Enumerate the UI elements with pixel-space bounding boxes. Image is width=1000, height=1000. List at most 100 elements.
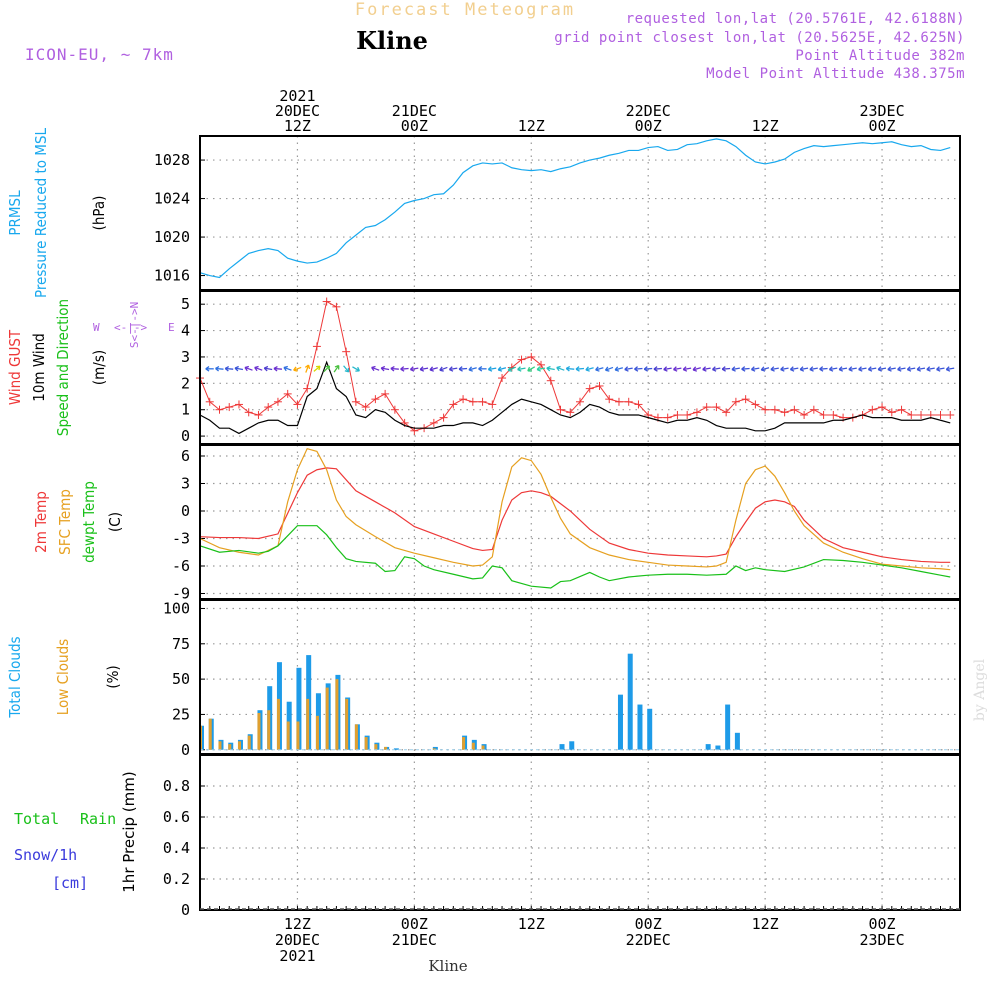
arrow-head <box>907 368 912 372</box>
low-cloud-bar <box>354 724 358 750</box>
arrow-head <box>449 368 454 372</box>
total-cloud-bar <box>296 667 302 750</box>
arrow-shaft <box>683 367 692 371</box>
compass-vertical: S<-|->N <box>128 302 141 348</box>
arrow-shaft <box>546 367 555 371</box>
gridpoint-location: grid point closest lon,lat (20.5625E, 42… <box>554 30 965 46</box>
wind-gust-marker <box>361 403 370 412</box>
wind-direction-arrow <box>712 366 721 372</box>
y-tick-label: -6 <box>172 557 190 575</box>
arrow-head <box>283 367 287 372</box>
arrow-shaft <box>371 366 380 371</box>
bottom-time-label: 23DEC <box>859 931 904 949</box>
arrow-head <box>439 369 444 372</box>
arrow-shaft <box>907 367 916 371</box>
bottom-time-label: 2021 <box>279 947 315 965</box>
y-tick-label: 100 <box>163 599 190 617</box>
wind-direction-arrow <box>400 366 409 372</box>
watermark: by Angel <box>972 658 988 721</box>
arrow-head <box>877 368 883 372</box>
arrow-shaft <box>800 367 809 371</box>
wind-direction-arrow <box>565 365 575 372</box>
wind-gust-marker <box>634 400 643 409</box>
wind-direction-arrow <box>828 366 838 372</box>
bottom-time-label: 12Z <box>284 915 311 933</box>
arrow-shaft <box>916 367 926 371</box>
arrow-shaft <box>741 367 750 370</box>
arrow-shaft <box>352 366 360 372</box>
wind-gust-marker <box>439 413 448 422</box>
wind-direction-arrow <box>380 365 390 372</box>
compass-legend: W E <-|->S<-|->N <box>93 302 175 348</box>
arrow-shaft <box>790 367 799 371</box>
series-line-sfc-temp <box>199 447 951 571</box>
arrow-shaft <box>761 367 770 371</box>
y-tick-label: 0 <box>181 427 190 445</box>
wind-direction-arrow <box>536 366 546 372</box>
wind-direction-arrow <box>419 366 429 372</box>
low-cloud-bar <box>325 687 329 750</box>
total-cloud-bar <box>559 744 565 750</box>
wind-direction-arrow <box>371 365 380 372</box>
arrow-shaft <box>420 367 429 371</box>
wind-gust-marker <box>303 384 312 393</box>
arrow-shaft <box>731 367 740 371</box>
wind-direction-arrow <box>478 366 487 372</box>
precip-ylabel: 1hr Precip (mm) <box>120 771 138 892</box>
arrow-head <box>244 367 248 372</box>
arrow-head <box>829 368 834 372</box>
wind-direction-arrow <box>263 365 273 372</box>
arrow-shaft <box>829 367 838 371</box>
arrow-shaft <box>946 367 955 371</box>
panel-frame <box>199 135 961 291</box>
arrow-head <box>858 368 863 372</box>
wind-direction-arrow <box>254 365 263 372</box>
bottom-time-label: 20DEC <box>275 931 320 949</box>
wind-direction-arrow <box>343 365 350 373</box>
total-cloud-bar <box>569 741 575 750</box>
total-cloud-bar <box>627 653 633 750</box>
wind-direction-arrow <box>468 366 477 372</box>
wind-gust-marker <box>702 403 711 412</box>
low-cloud-bar <box>345 698 349 750</box>
arrow-head <box>799 368 805 372</box>
wind-gust-marker <box>576 397 584 406</box>
arrow-head <box>400 368 405 372</box>
arrow-shaft <box>897 367 906 371</box>
wind-gust-marker <box>546 376 555 385</box>
wind-gust-marker <box>663 413 672 422</box>
wind-direction-arrow <box>215 365 224 372</box>
wind-gust-marker <box>351 397 360 406</box>
top-time-label: 12Z <box>752 117 779 135</box>
top-time-label: 00Z <box>635 117 662 135</box>
low-cloud-bar <box>374 744 378 750</box>
low-cloud-bar <box>315 715 319 750</box>
arrow-shaft <box>819 367 828 370</box>
arrow-shaft <box>381 367 390 371</box>
arrow-shaft <box>877 367 887 371</box>
arrow-head <box>429 369 434 372</box>
top-time-label: 00Z <box>401 117 428 135</box>
arrow-shaft <box>634 367 643 370</box>
arrow-shaft <box>585 367 594 371</box>
y-tick-label: 25 <box>172 705 190 723</box>
panel-3: -9 -6 -3 0 3 6 2m Temp SFC Temp dewpt Temp (C) <box>32 444 961 603</box>
arrow-shaft <box>517 367 526 371</box>
y-tick-label: 5 <box>181 295 190 313</box>
wind-gust-marker <box>800 410 809 419</box>
arrow-head <box>770 368 775 372</box>
arrow-shaft <box>653 367 662 370</box>
arrow-head <box>565 367 570 372</box>
arrow-head <box>488 368 493 372</box>
low-cloud-bar <box>208 718 212 750</box>
low-cloud-bar <box>276 698 280 750</box>
arrow-head <box>761 369 766 372</box>
bottom-time-label: 00Z <box>869 915 896 933</box>
wind-direction-arrow <box>313 365 321 372</box>
wind-gust-marker <box>712 403 721 412</box>
wind-direction-arrow <box>497 366 507 372</box>
y-tick-label: 1028 <box>154 151 190 169</box>
top-time-label: 21DEC <box>392 102 437 120</box>
arrow-shaft <box>468 367 477 371</box>
